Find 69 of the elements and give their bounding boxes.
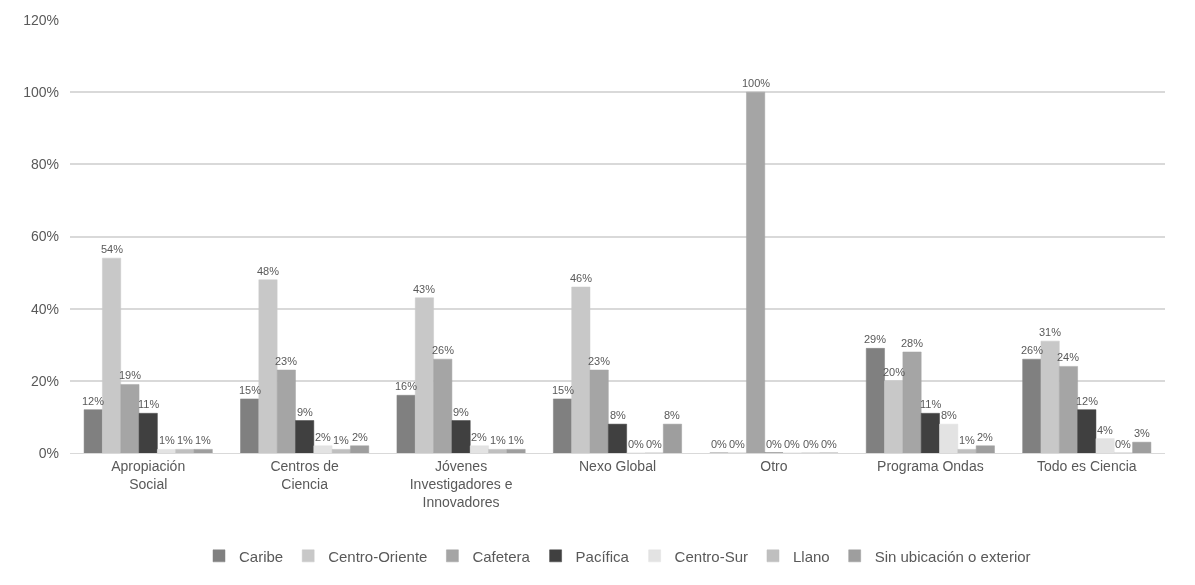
y-tick-label: 100% bbox=[23, 84, 59, 101]
data-label: 1% bbox=[177, 434, 194, 446]
legend-label: Centro-Oriente bbox=[328, 547, 428, 565]
data-label: 26% bbox=[432, 344, 455, 356]
legend-label: Caribe bbox=[239, 547, 284, 565]
data-label: 0% bbox=[784, 438, 801, 450]
data-label: 0% bbox=[1115, 438, 1132, 450]
data-label: 23% bbox=[275, 355, 298, 367]
x-tick-label: Centros de Ciencia bbox=[270, 457, 340, 492]
data-label: 8% bbox=[941, 409, 958, 421]
data-label: 11% bbox=[138, 398, 160, 410]
legend-label: Sin ubicación o exterior bbox=[874, 547, 1031, 565]
data-label: 9% bbox=[297, 406, 314, 418]
y-tick-label: 60% bbox=[30, 228, 59, 245]
x-tick-label: Nexo Global bbox=[578, 457, 657, 474]
y-tick-label: 20% bbox=[30, 372, 59, 389]
data-label: 1% bbox=[508, 434, 525, 446]
data-label: 0% bbox=[729, 438, 746, 450]
data-label: 1% bbox=[159, 434, 176, 446]
data-label: 1% bbox=[490, 434, 507, 446]
y-tick-label: 120% bbox=[23, 11, 59, 28]
data-label: 8% bbox=[664, 409, 681, 421]
data-label: 4% bbox=[1097, 424, 1114, 436]
y-tick-label: 40% bbox=[30, 300, 59, 317]
x-tick-label: Programa Ondas bbox=[877, 457, 984, 474]
data-label: 31% bbox=[1039, 326, 1062, 338]
y-tick-label: 80% bbox=[30, 156, 59, 173]
legend-label: Pacífica bbox=[575, 547, 630, 565]
data-label: 26% bbox=[1021, 344, 1044, 356]
data-label: 24% bbox=[1057, 351, 1080, 363]
data-label: 0% bbox=[628, 438, 645, 450]
data-label: 8% bbox=[610, 409, 627, 421]
data-label: 2% bbox=[471, 431, 488, 443]
y-tick-label: 0% bbox=[38, 444, 59, 461]
x-tick-label: Jóvenes Investigadores e Innovadores bbox=[409, 457, 513, 511]
data-label: 11% bbox=[920, 398, 942, 410]
data-label: 2% bbox=[977, 431, 994, 443]
data-label: 12% bbox=[82, 395, 105, 407]
data-label: 48% bbox=[257, 265, 280, 277]
data-label: 46% bbox=[570, 272, 593, 284]
data-label: 15% bbox=[552, 384, 575, 396]
data-label: 54% bbox=[101, 243, 124, 255]
data-label: 1% bbox=[333, 434, 350, 446]
data-label: 28% bbox=[901, 337, 924, 349]
data-label: 3% bbox=[1134, 427, 1151, 439]
data-label: 43% bbox=[413, 283, 436, 295]
x-tick-label: Todo es Ciencia bbox=[1036, 457, 1137, 474]
data-label: 2% bbox=[352, 431, 369, 443]
data-label: 23% bbox=[588, 355, 611, 367]
data-label: 29% bbox=[864, 333, 887, 345]
data-label: 0% bbox=[803, 438, 820, 450]
data-label: 19% bbox=[119, 369, 142, 381]
x-tick-label: Apropiación Social bbox=[111, 457, 186, 492]
data-label: 16% bbox=[395, 380, 418, 392]
data-label: 100% bbox=[742, 77, 771, 89]
data-label: 1% bbox=[959, 434, 976, 446]
legend-label: Llano bbox=[792, 547, 830, 565]
data-label: 0% bbox=[711, 438, 728, 450]
data-label: 0% bbox=[821, 438, 838, 450]
x-tick-label: Otro bbox=[760, 457, 788, 474]
data-label: 0% bbox=[766, 438, 783, 450]
legend-label: Cafetera bbox=[472, 547, 531, 565]
data-label: 1% bbox=[195, 434, 212, 446]
data-label: 15% bbox=[239, 384, 262, 396]
legend-label: Centro-Sur bbox=[674, 547, 748, 565]
data-label: 9% bbox=[453, 406, 470, 418]
data-label: 0% bbox=[646, 438, 663, 450]
data-label: 2% bbox=[315, 431, 332, 443]
data-label: 12% bbox=[1076, 395, 1099, 407]
